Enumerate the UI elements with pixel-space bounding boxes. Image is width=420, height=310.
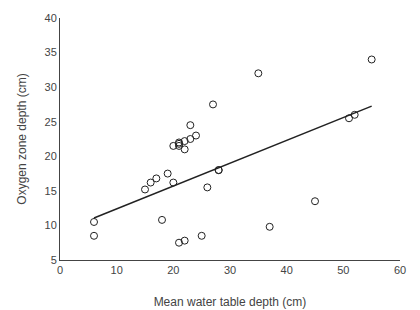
svg-text:20: 20	[45, 150, 57, 162]
svg-text:60: 60	[394, 264, 406, 276]
svg-text:15: 15	[45, 185, 57, 197]
svg-text:Oxygen zone depth (cm): Oxygen zone depth (cm)	[15, 73, 29, 204]
svg-text:Mean water table depth (cm): Mean water table depth (cm)	[154, 295, 307, 309]
svg-text:30: 30	[45, 81, 57, 93]
svg-text:10: 10	[111, 264, 123, 276]
svg-text:0: 0	[57, 264, 63, 276]
svg-text:35: 35	[45, 46, 57, 58]
svg-text:30: 30	[224, 264, 236, 276]
svg-text:20: 20	[167, 264, 179, 276]
svg-text:40: 40	[281, 264, 293, 276]
svg-text:50: 50	[337, 264, 349, 276]
svg-text:40: 40	[45, 12, 57, 24]
svg-text:5: 5	[51, 254, 57, 266]
svg-text:25: 25	[45, 116, 57, 128]
svg-text:10: 10	[45, 219, 57, 231]
